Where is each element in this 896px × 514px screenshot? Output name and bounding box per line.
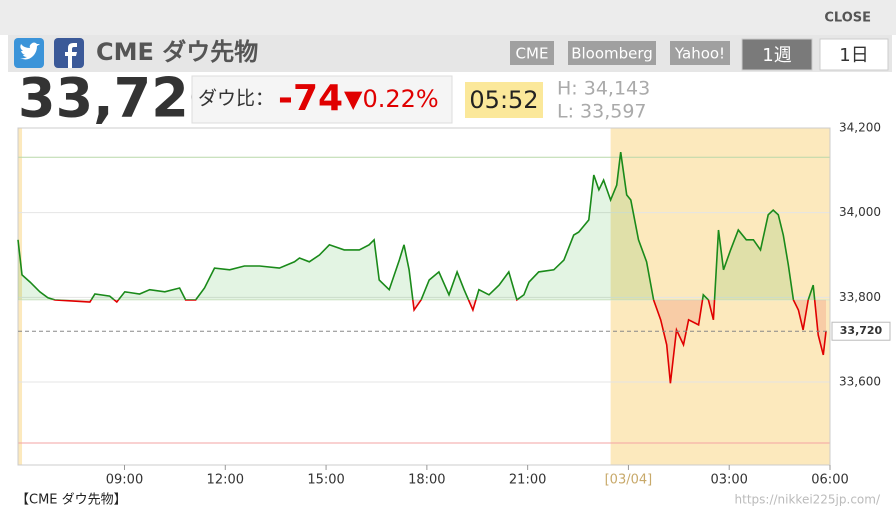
- current-label: 33,720: [840, 324, 883, 337]
- x-tick-label: 09:00: [106, 473, 143, 488]
- plot: 33,600 33,800 34,000 34,200 09:00 12:00 15:00 1…: [17, 121, 891, 488]
- change: -74: [278, 78, 343, 119]
- x-tick-label: 18:00: [408, 473, 445, 488]
- source-button[interactable]: [510, 41, 554, 65]
- x-tick-label: 21:00: [509, 473, 546, 488]
- footer-source: 【CME ダウ先物】: [16, 493, 127, 508]
- footer-url: https://nikkei225jp.com/: [735, 493, 881, 507]
- button-bar: CME Bloomberg Yahoo! 1週 1日: [510, 38, 889, 71]
- change-label: ダウ比：: [198, 88, 274, 110]
- source-button[interactable]: [568, 41, 656, 65]
- y-tick-label: 34,000: [839, 205, 881, 219]
- period-label: 1週: [762, 45, 791, 66]
- x-tick-label: [03/04]: [605, 473, 653, 488]
- period-label: 1日: [839, 45, 868, 66]
- x-tick-label: 06:00: [811, 473, 848, 488]
- twitter-glyph: [20, 42, 40, 60]
- shaded-region: [18, 128, 23, 465]
- source-label: CME: [516, 45, 549, 63]
- price-line-down: [52, 299, 827, 384]
- source-button[interactable]: [670, 41, 730, 65]
- y-tick-label: 33,600: [839, 375, 881, 389]
- x-tick-label: 15:00: [307, 473, 344, 488]
- source-label: Yahoo!: [674, 45, 725, 63]
- facebook-icon[interactable]: [54, 38, 84, 68]
- y-tick-label: 34,200: [839, 121, 881, 135]
- facebook-glyph: [65, 43, 77, 68]
- twitter-icon[interactable]: [14, 38, 44, 68]
- chart-title: CME ダウ先物: [96, 38, 258, 66]
- period-button[interactable]: [819, 38, 889, 71]
- plot-frame: [17, 127, 831, 466]
- x-tick-label: 12:00: [207, 473, 244, 488]
- y-tick-label: 33,800: [839, 290, 881, 304]
- close-button[interactable]: CLOSE: [824, 11, 871, 26]
- top-bar: [0, 0, 896, 35]
- current-label-box: [831, 321, 891, 341]
- price-line-up: [17, 151, 816, 300]
- high: H: 34,143: [557, 78, 650, 100]
- x-tick-label: 03:00: [710, 473, 747, 488]
- time: 05:52: [469, 86, 538, 114]
- time-box: [465, 82, 543, 118]
- change-pct: ▼0.22%: [344, 85, 439, 113]
- change-box: [191, 75, 453, 124]
- low: L: 33,597: [557, 101, 647, 123]
- period-button[interactable]: [741, 38, 813, 71]
- source-label: Bloomberg: [571, 45, 653, 63]
